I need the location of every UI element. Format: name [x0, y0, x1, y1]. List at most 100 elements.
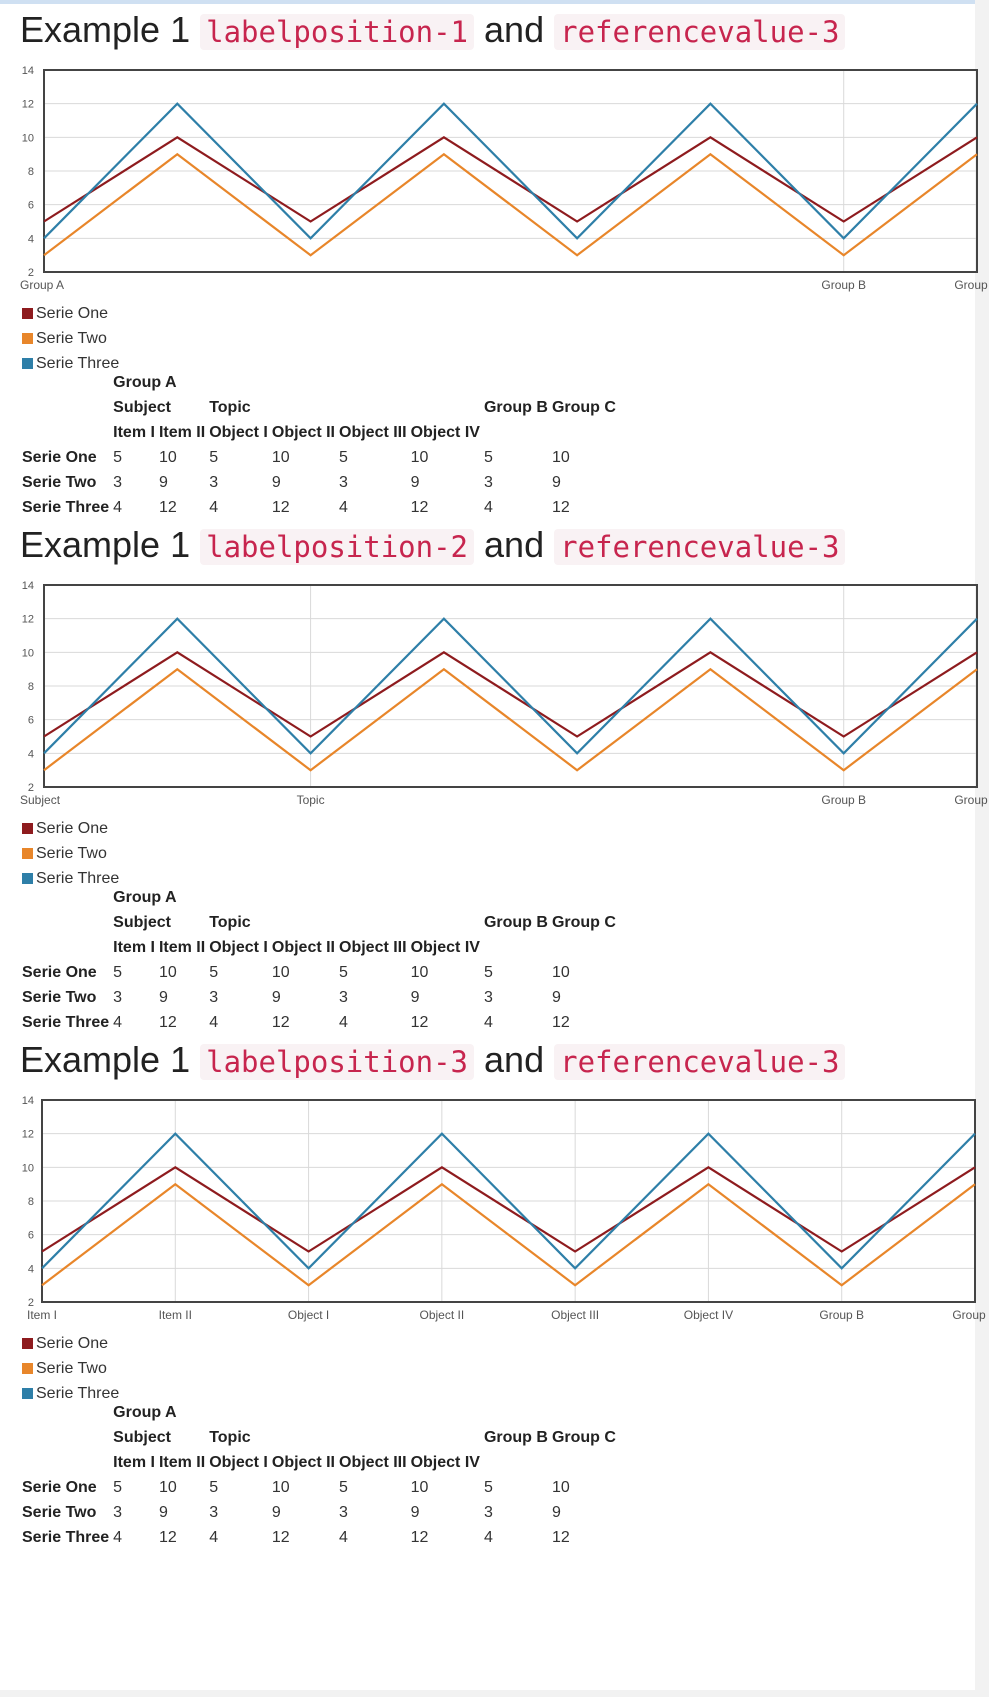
- legend-item-serie-one: Serie One: [22, 301, 119, 326]
- x-tick-label: Item I: [27, 1308, 57, 1322]
- title-joiner: and: [484, 1039, 545, 1080]
- table-cell: 10: [158, 964, 177, 981]
- x-tick-label: Group C: [954, 278, 989, 292]
- empty-header-cell: [20, 370, 111, 395]
- table-row: Serie One 5 10 5 10 5 10 5 10: [20, 1475, 618, 1500]
- table-cell: 4: [209, 1014, 219, 1031]
- row-label: Serie Two: [22, 989, 97, 1006]
- header-item: Item I: [113, 1454, 155, 1471]
- y-tick-label: 4: [28, 233, 34, 245]
- header-item: Item II: [158, 1454, 206, 1471]
- table-cell: 4: [113, 1529, 123, 1546]
- table-cell: 5: [113, 1479, 123, 1496]
- series-line-serie-three: [43, 617, 978, 755]
- table-cell: 4: [339, 1014, 348, 1031]
- header-item: Object III: [339, 939, 407, 956]
- header-item: Item II: [158, 939, 206, 956]
- row-label: Serie One: [22, 449, 97, 466]
- legend-label: Serie Three: [36, 870, 120, 887]
- table-row: Serie Three 4 12 4 12 4 12 4 12: [20, 1010, 618, 1035]
- example-section: Example 1 labelposition-3 and referencev…: [20, 1038, 989, 1550]
- row-label: Serie One: [22, 1479, 97, 1496]
- table-cell: 9: [271, 474, 281, 491]
- table-cell: 3: [339, 1504, 348, 1521]
- row-label: Serie Three: [22, 1529, 110, 1546]
- table-cell: 9: [271, 989, 281, 1006]
- table-cell: 12: [551, 499, 570, 516]
- table-cell: 5: [113, 964, 123, 981]
- header-subject: Subject: [113, 399, 171, 416]
- legend-label: Serie One: [36, 820, 109, 837]
- table-header-row: Item I Item II Object I Object II Object III…: [20, 935, 618, 960]
- x-tick-label: Group C: [952, 1308, 989, 1322]
- table-cell: 12: [410, 1014, 429, 1031]
- legend-swatch: [22, 823, 33, 834]
- empty-header-cell: [20, 395, 111, 420]
- table-cell: 4: [339, 499, 348, 516]
- table-cell: 12: [410, 499, 429, 516]
- labelposition-code: labelposition-3: [200, 1044, 475, 1080]
- legend-item-serie-three: Serie Three: [22, 1381, 119, 1406]
- table-cell: 9: [271, 1504, 281, 1521]
- legend-label: Serie Two: [36, 1360, 107, 1377]
- x-tick-label: Object IV: [684, 1308, 733, 1322]
- y-tick-label: 14: [22, 65, 34, 77]
- table-cell: 3: [113, 474, 123, 491]
- table-cell: 5: [209, 964, 219, 981]
- legend-swatch: [22, 333, 33, 344]
- legend-label: Serie Two: [36, 330, 107, 347]
- legend-label: Serie Three: [36, 355, 120, 372]
- table-row: Serie One 5 10 5 10 5 10 5 10: [20, 960, 618, 985]
- empty-header-cell: [482, 935, 550, 960]
- row-label: Serie Three: [22, 1014, 110, 1031]
- row-label: Serie Two: [22, 474, 97, 491]
- y-tick-label: 10: [22, 132, 34, 144]
- plot-border: [43, 584, 978, 788]
- table-cell: 12: [551, 1014, 570, 1031]
- series-line-serie-one: [41, 1165, 976, 1253]
- plot-border: [43, 69, 978, 273]
- y-tick-label: 12: [22, 614, 34, 626]
- title-prefix: Example 1: [20, 524, 191, 565]
- table-cell: 10: [551, 449, 570, 466]
- table-cell: 10: [158, 1479, 177, 1496]
- header-item: Item I: [113, 424, 155, 441]
- table-cell: 3: [209, 474, 219, 491]
- y-tick-label: 2: [28, 782, 34, 794]
- table-cell: 9: [410, 989, 420, 1006]
- y-tick-label: 4: [28, 1263, 34, 1275]
- legend-swatch: [22, 1338, 33, 1349]
- table-cell: 3: [209, 1504, 219, 1521]
- row-label: Serie Two: [22, 1504, 97, 1521]
- series-line-serie-two: [43, 152, 978, 257]
- legend-swatch: [22, 1363, 33, 1374]
- header-item: Object I: [209, 1454, 268, 1471]
- header-item: Object II: [271, 939, 335, 956]
- legend-item-serie-one: Serie One: [22, 1331, 119, 1356]
- empty-header-cell: [20, 1450, 111, 1475]
- table-cell: 4: [483, 1014, 493, 1031]
- chart-legend: Serie One Serie Two Serie Three: [22, 816, 119, 891]
- labelposition-code: labelposition-2: [200, 529, 475, 565]
- header-subject: Subject: [113, 914, 171, 931]
- plot-border: [41, 1099, 976, 1303]
- header-group-a: Group A: [113, 889, 177, 906]
- header-item: Object III: [339, 1454, 407, 1471]
- table-row: Serie Three 4 12 4 12 4 12 4 12: [20, 1525, 618, 1550]
- table-cell: 5: [113, 449, 123, 466]
- legend-swatch: [22, 873, 33, 884]
- title-prefix: Example 1: [20, 1039, 191, 1080]
- y-tick-label: 2: [28, 267, 34, 279]
- x-tick-label: Item II: [159, 1308, 192, 1322]
- x-tick-label: Group A: [20, 278, 64, 292]
- title-joiner: and: [484, 9, 545, 50]
- header-item: Object IV: [410, 939, 480, 956]
- legend-label: Serie Three: [36, 1385, 120, 1402]
- series-line-serie-two: [43, 667, 978, 772]
- header-item: Item I: [113, 939, 155, 956]
- title-prefix: Example 1: [20, 9, 191, 50]
- table-cell: 12: [158, 1014, 177, 1031]
- header-item: Object III: [339, 424, 407, 441]
